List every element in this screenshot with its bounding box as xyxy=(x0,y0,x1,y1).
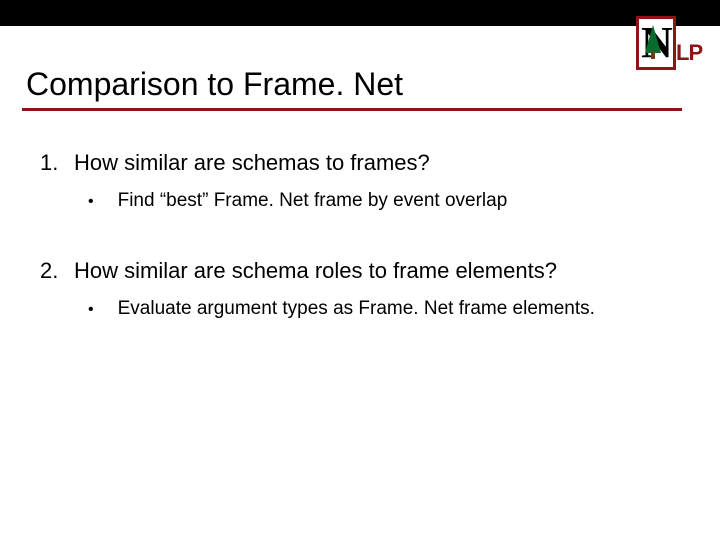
sub-item-text: Find “best” Frame. Net frame by event ov… xyxy=(118,190,508,214)
item-heading: 2. How similar are schema roles to frame… xyxy=(40,258,680,284)
bullet-icon: • xyxy=(88,298,94,322)
sub-item-text: Evaluate argument types as Frame. Net fr… xyxy=(118,298,595,322)
slide-title: Comparison to Frame. Net xyxy=(26,66,403,105)
logo-suffix: LP xyxy=(676,40,702,66)
sub-item: • Find “best” Frame. Net frame by event … xyxy=(88,190,680,214)
item-number: 1. xyxy=(40,150,66,176)
item-text: How similar are schema roles to frame el… xyxy=(74,258,557,284)
sub-item: • Evaluate argument types as Frame. Net … xyxy=(88,298,680,322)
item-heading: 1. How similar are schemas to frames? xyxy=(40,150,680,176)
content-area: 1. How similar are schemas to frames? • … xyxy=(40,150,680,366)
slide: N LP Comparison to Frame. Net 1. How sim… xyxy=(0,0,720,540)
bullet-icon: • xyxy=(88,190,94,214)
item-number: 2. xyxy=(40,258,66,284)
title-underline xyxy=(22,108,682,111)
list-item: 1. How similar are schemas to frames? • … xyxy=(40,150,680,214)
top-bar xyxy=(0,0,720,26)
nlp-logo: N LP xyxy=(636,16,700,76)
list-item: 2. How similar are schema roles to frame… xyxy=(40,258,680,322)
logo-box: N xyxy=(636,16,676,70)
item-text: How similar are schemas to frames? xyxy=(74,150,430,176)
